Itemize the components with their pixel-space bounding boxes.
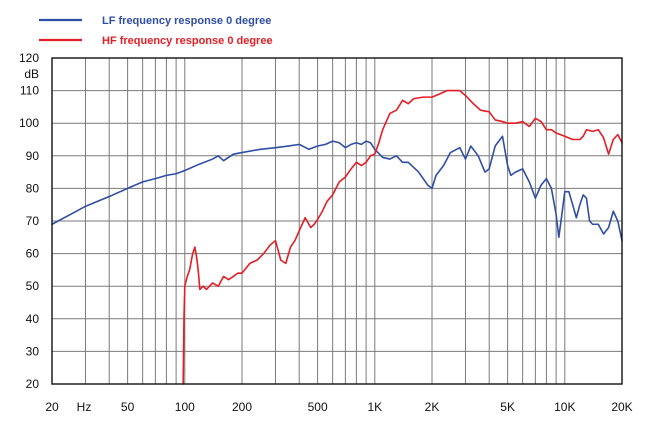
legend: LF frequency response 0 degree HF freque…	[39, 15, 273, 47]
hf-response-line	[182, 89, 623, 385]
y-tick-label: 100	[19, 116, 39, 130]
x-tick-label: 10K	[554, 400, 575, 414]
x-tick-label: 1K	[367, 400, 382, 414]
plot-frame	[51, 57, 623, 385]
y-tick-label: 30	[26, 344, 40, 358]
x-tick-label: 200	[232, 400, 252, 414]
y-tick-label: 120	[19, 51, 39, 65]
y-unit-label: dB	[24, 67, 39, 81]
x-tick-label: 5K	[500, 400, 515, 414]
y-tick-label: 80	[26, 181, 40, 195]
y-tick-label: 60	[26, 247, 40, 261]
grid	[52, 58, 622, 384]
x-tick-label: 500	[308, 400, 328, 414]
tick-labels: 20 30 40 50 60 70 80 90 100 110 120 20 50 100 200 500 1K…	[19, 51, 633, 414]
lf-response-line	[51, 135, 623, 242]
y-tick-label: 50	[26, 279, 40, 293]
x-tick-label: 20K	[611, 400, 632, 414]
legend-label-lf: LF frequency response 0 degree	[102, 15, 271, 27]
y-tick-label: 70	[26, 214, 40, 228]
series-lines	[51, 89, 623, 385]
y-tick-label: 90	[26, 149, 40, 163]
y-tick-label: 20	[26, 377, 40, 391]
y-tick-label: 40	[26, 312, 40, 326]
legend-label-hf: HF frequency response 0 degree	[102, 35, 273, 47]
y-tick-label: 110	[20, 84, 39, 98]
x-unit-label: Hz	[77, 400, 92, 414]
x-tick-label: 2K	[425, 400, 440, 414]
x-tick-label: 20	[45, 400, 59, 414]
x-tick-label: 50	[121, 400, 135, 414]
x-tick-label: 100	[175, 400, 195, 414]
